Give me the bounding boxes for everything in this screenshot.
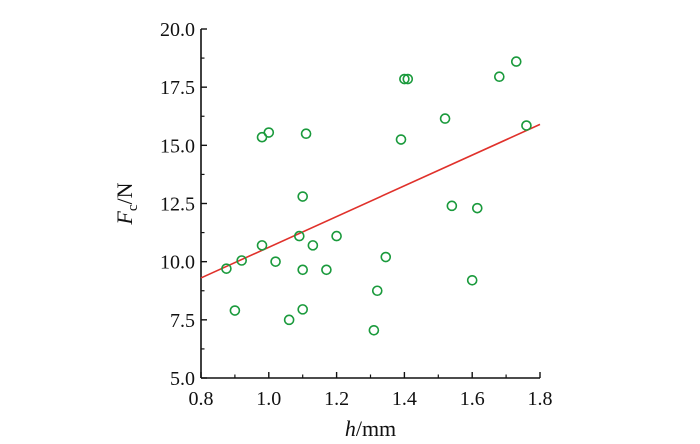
y-tick-label: 5.0 [170,368,195,390]
data-point [229,305,241,316]
data-point [395,134,407,145]
x-tick-label: 1.6 [460,388,485,410]
fit-line-layer [200,123,541,279]
data-point [466,274,478,286]
data-point [494,71,505,82]
data-point [221,263,232,274]
data-point [439,113,451,124]
x-axis-label: h/mm [345,416,396,441]
data-point [307,240,319,251]
data-point [297,264,309,276]
data-point [399,73,410,85]
y-axis-label: Fc/N [112,182,141,225]
data-point [263,127,275,138]
data-point [294,230,305,242]
y-tick-label: 7.5 [170,310,195,332]
data-point [521,120,532,131]
data-point [321,264,332,276]
data-point [297,191,309,202]
x-tick-label: 0.8 [189,388,214,410]
x-tick-label: 1.4 [392,388,417,410]
data-point [371,285,383,297]
data-point [236,255,247,266]
y-tick-label: 20.0 [160,19,195,41]
data-point [402,73,414,85]
data-points [221,56,532,336]
y-tick-label: 12.5 [160,194,195,216]
data-point [510,56,522,67]
fit-line [200,123,541,279]
x-tick-label: 1.8 [528,388,553,410]
data-point [270,256,281,267]
data-point [331,230,342,242]
data-point [297,304,309,315]
x-tick-label: 1.2 [324,388,349,410]
axes: 0.8 1.0 1.2 1.4 1.6 1.8 5.0 7.5 10.0 12.5 15.0 17.5… [160,19,553,410]
y-tick-label: 15.0 [160,135,195,157]
y-tick-label: 10.0 [160,252,195,274]
data-point [471,202,483,214]
data-point [446,200,458,212]
data-point [380,251,392,263]
data-point [256,240,268,251]
axis-labels: h/mm Fc/N [112,182,396,441]
y-tick-label: 17.5 [160,77,195,99]
data-point [283,314,295,326]
data-point [300,128,312,139]
x-tick-label: 1.0 [256,388,281,410]
data-point [368,325,380,336]
